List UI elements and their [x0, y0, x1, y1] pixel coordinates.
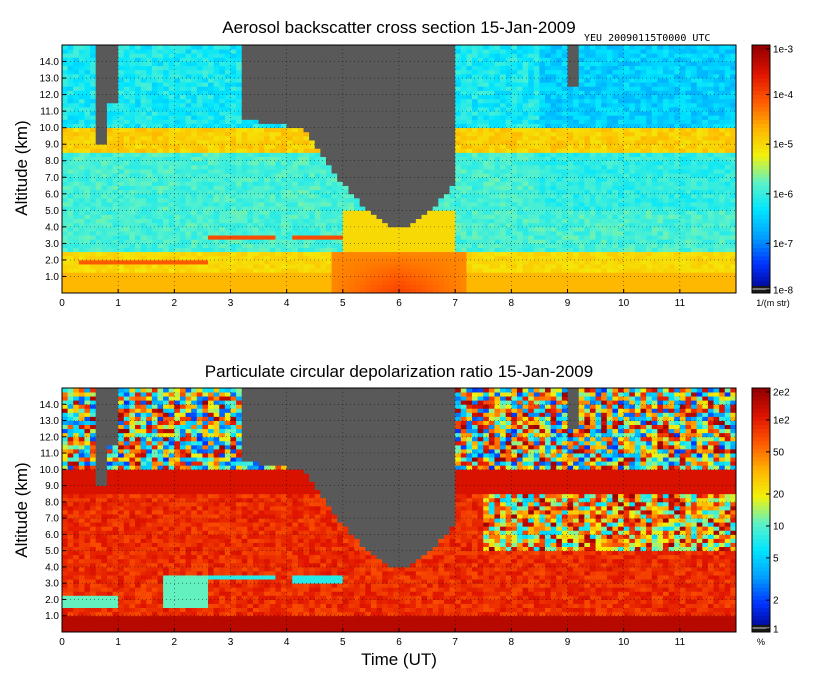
panel1-colorbar-label: 1e-4: [773, 90, 793, 101]
panel1-colorbar-unit: 1/(m str): [756, 298, 790, 308]
panel1-ytick-label: 11.0: [40, 107, 59, 118]
panel1-ytick-label: 12.0: [40, 90, 60, 101]
panel1-xtick-label: 6: [396, 298, 402, 309]
panel2-ytick-label: 9.0: [45, 481, 59, 492]
panel2-xlabel: Time (UT): [361, 650, 437, 669]
panel2-ytick-label: 12.0: [40, 432, 60, 443]
panel2-colorbar-label: 10: [773, 521, 785, 532]
panel2-ytick-label: 5.0: [45, 546, 59, 557]
panel1-ytick-label: 7.0: [45, 173, 59, 184]
panel2-xtick-label: 4: [284, 637, 290, 648]
panel2-colorbar-label: 1e2: [773, 415, 790, 426]
panel1-colorbar-label: 1e-8: [773, 286, 793, 297]
panel2-ytick-label: 14.0: [40, 400, 60, 411]
panel1-ytick-label: 9.0: [45, 140, 59, 151]
panel2-colorbar-frame: [751, 387, 771, 633]
panel2-title: Particulate circular depolarization rati…: [204, 362, 594, 381]
panel1-title: Aerosol backscatter cross section 15-Jan…: [222, 18, 576, 37]
panel2-xtick-label: 2: [172, 637, 178, 648]
panel2-ytick-label: 10.0: [40, 465, 60, 476]
panel1-ytick-label: 1.0: [45, 272, 59, 283]
panel1-ytick-label: 2.0: [45, 255, 59, 266]
panel1-ytick-label: 10.0: [40, 123, 60, 134]
panel1-xtick-label: 2: [172, 298, 178, 309]
panel2-colorbar-label: 2: [773, 596, 779, 607]
panel2-ytick-label: 7.0: [45, 514, 59, 525]
panel1-ytick-label: 3.0: [45, 239, 59, 250]
panel2-ytick-label: 13.0: [40, 416, 60, 427]
panel2-colorbar-unit: %: [757, 637, 765, 647]
panel2-xtick-label: 6: [396, 637, 402, 648]
panel2-colorbar-label: 20: [773, 490, 785, 501]
panel1-ytick-label: 14.0: [40, 57, 60, 68]
panel2-xtick-label: 0: [59, 637, 65, 648]
panel2-xtick-label: 9: [565, 637, 571, 648]
panel1-ytick-label: 4.0: [45, 222, 59, 233]
panel1-xtick-label: 11: [675, 298, 686, 309]
panel1-xtick-label: 10: [618, 298, 630, 309]
panel2-ytick-label: 2.0: [45, 595, 59, 606]
panel1-colorbar: [752, 45, 770, 294]
panel2-ytick-label: 4.0: [45, 562, 59, 573]
panel1-xtick-label: 4: [284, 298, 290, 309]
panel2-colorbar-label: 2e2: [773, 388, 790, 399]
panel2-ytick-label: 8.0: [45, 497, 59, 508]
panel2-xtick-label: 8: [509, 637, 515, 648]
panel2-ytick-label: 6.0: [45, 530, 59, 541]
panel2-xtick-label: 11: [675, 637, 686, 648]
panel2-colorbar-label: 50: [773, 447, 785, 458]
panel2-ytick-label: 3.0: [45, 579, 59, 590]
panel1-xtick-label: 0: [59, 298, 65, 309]
panel2-ylabel: Altitude (km): [12, 462, 31, 558]
panel2-xtick-label: 1: [115, 637, 121, 648]
panel2-ytick-label: 11.0: [40, 449, 59, 460]
panel1-colorbar-label: 1e-7: [773, 239, 793, 250]
panel2-heatmap: [62, 388, 737, 633]
panel2-colorbar-label: 1: [773, 625, 779, 636]
panel2-xtick-label: 5: [340, 637, 346, 648]
panel2-xtick-label: 7: [452, 637, 458, 648]
panel1-colorbar-label: 1e-3: [773, 45, 793, 56]
panel1-heatmap: [62, 45, 737, 294]
panel2-xtick-label: 10: [618, 637, 630, 648]
panel1-timestamp: YEU 20090115T0000 UTC: [584, 33, 711, 44]
panel2-ytick-label: 1.0: [45, 611, 59, 622]
panel1-xtick-label: 8: [509, 298, 515, 309]
panel1-colorbar-label: 1e-6: [773, 189, 793, 200]
panel1-xtick-label: 9: [565, 298, 571, 309]
panel2-xtick-label: 3: [228, 637, 234, 648]
panel2-colorbar: [752, 388, 770, 633]
panel1-xtick-label: 7: [452, 298, 458, 309]
panel1-xtick-label: 1: [115, 298, 121, 309]
panel1-colorbar-frame: [751, 44, 771, 294]
panel2-colorbar-label: 5: [773, 553, 779, 564]
panel1-xtick-label: 5: [340, 298, 346, 309]
panel1-colorbar-label: 1e-5: [773, 140, 793, 151]
panel1-ytick-label: 6.0: [45, 189, 59, 200]
panel1-ytick-label: 13.0: [40, 74, 60, 85]
panel1-ytick-label: 8.0: [45, 156, 59, 167]
panel1-xtick-label: 3: [228, 298, 234, 309]
panel1-ytick-label: 5.0: [45, 206, 59, 217]
